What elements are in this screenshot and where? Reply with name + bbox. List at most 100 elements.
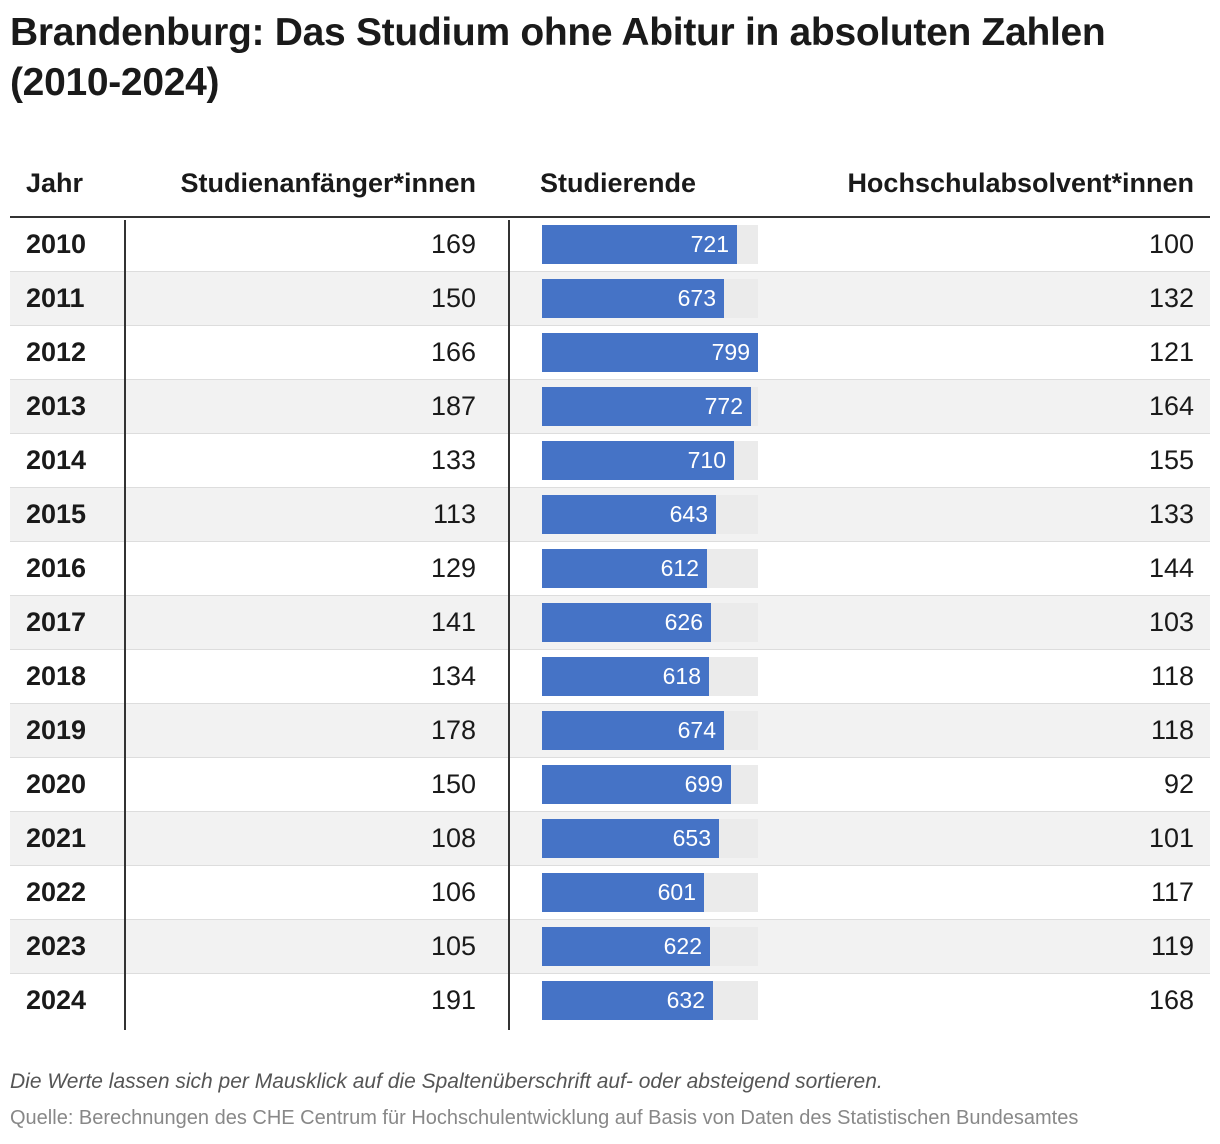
cell-absolventen: 92 xyxy=(1163,769,1194,799)
bar-value-label: 799 xyxy=(711,339,750,365)
cell-year: 2021 xyxy=(26,823,87,853)
table-row: 2019 178 674 118 xyxy=(10,704,1210,758)
cell-studienanfaenger: 166 xyxy=(430,337,476,367)
bar-track: 673 xyxy=(542,279,758,318)
cell-absolventen: 168 xyxy=(1148,985,1194,1015)
bar-value-label: 673 xyxy=(677,285,716,311)
cell-year: 2016 xyxy=(26,553,87,583)
cell-year: 2013 xyxy=(26,391,87,421)
bar-track: 626 xyxy=(542,603,758,642)
table-row: 2011 150 673 132 xyxy=(10,272,1210,326)
cell-year: 2014 xyxy=(26,445,87,475)
table-row: 2010 169 721 100 xyxy=(10,218,1210,272)
cell-year: 2017 xyxy=(26,607,87,637)
column-header-studienanfaenger[interactable]: Studienanfänger*innen xyxy=(180,168,476,198)
cell-studienanfaenger: 113 xyxy=(432,499,476,529)
bar-studierende xyxy=(542,711,724,750)
cell-studienanfaenger: 169 xyxy=(430,229,476,259)
divider-year-column xyxy=(124,220,126,1030)
bar-studierende xyxy=(542,333,758,372)
cell-studienanfaenger: 129 xyxy=(430,553,476,583)
cell-year: 2010 xyxy=(26,229,87,259)
bar-track: 699 xyxy=(542,765,758,804)
bar-track: 772 xyxy=(542,387,758,426)
column-header-year[interactable]: Jahr xyxy=(26,168,84,198)
table-row: 2012 166 799 121 xyxy=(10,326,1210,380)
table-row: 2016 129 612 144 xyxy=(10,542,1210,596)
bar-value-label: 601 xyxy=(657,879,696,905)
table-row: 2014 133 710 155 xyxy=(10,434,1210,488)
cell-absolventen: 164 xyxy=(1148,391,1194,421)
column-header-studierende[interactable]: Studierende xyxy=(540,168,697,198)
bar-track: 622 xyxy=(542,927,758,966)
bar-studierende xyxy=(542,603,711,642)
bar-track: 721 xyxy=(542,225,758,264)
bar-value-label: 643 xyxy=(669,501,708,527)
chart-title: Brandenburg: Das Studium ohne Abitur in … xyxy=(10,11,1106,104)
table-row: 2015 113 643 133 xyxy=(10,488,1210,542)
bar-value-label: 612 xyxy=(660,555,699,581)
cell-studienanfaenger: 134 xyxy=(430,661,476,691)
cell-studienanfaenger: 106 xyxy=(430,877,476,907)
data-table: Jahr Studienanfänger*innen Studierende H… xyxy=(10,150,1210,1030)
bar-value-label: 653 xyxy=(672,825,711,851)
table-row: 2024 191 632 168 xyxy=(10,974,1210,1028)
cell-year: 2023 xyxy=(26,931,87,961)
bar-track: 601 xyxy=(542,873,758,912)
bar-value-label: 674 xyxy=(677,717,716,743)
cell-absolventen: 101 xyxy=(1148,823,1194,853)
bar-studierende xyxy=(542,549,707,588)
bar-track: 632 xyxy=(542,981,758,1020)
cell-studienanfaenger: 150 xyxy=(430,769,476,799)
column-header-absolventen[interactable]: Hochschulabsolvent*innen xyxy=(847,168,1194,198)
cell-studienanfaenger: 105 xyxy=(430,931,476,961)
bar-studierende xyxy=(542,495,716,534)
bar-studierende xyxy=(542,981,713,1020)
cell-year: 2012 xyxy=(26,337,87,367)
cell-absolventen: 133 xyxy=(1148,499,1194,529)
cell-studienanfaenger: 187 xyxy=(430,391,476,421)
cell-absolventen: 118 xyxy=(1150,715,1194,745)
cell-absolventen: 121 xyxy=(1148,337,1194,367)
table-row: 2023 105 622 119 xyxy=(10,920,1210,974)
cell-studienanfaenger: 133 xyxy=(430,445,476,475)
bar-track: 799 xyxy=(542,333,758,372)
bar-value-label: 632 xyxy=(666,987,705,1013)
bar-studierende xyxy=(542,387,751,426)
cell-absolventen: 144 xyxy=(1148,553,1194,583)
table-row: 2018 134 618 118 xyxy=(10,650,1210,704)
bar-studierende xyxy=(542,819,719,858)
table-body: 2010 169 721 100 2011 150 673 132 2012 166 799 121 2… xyxy=(10,218,1210,1028)
bar-track: 710 xyxy=(542,441,758,480)
bar-track: 612 xyxy=(542,549,758,588)
bar-studierende xyxy=(542,441,734,480)
cell-studienanfaenger: 108 xyxy=(430,823,476,853)
bar-value-label: 622 xyxy=(663,933,702,959)
cell-absolventen: 132 xyxy=(1148,283,1194,313)
bar-value-label: 626 xyxy=(664,609,703,635)
bar-studierende xyxy=(542,873,704,912)
bar-value-label: 710 xyxy=(687,447,726,473)
bar-studierende xyxy=(542,225,737,264)
bar-track: 618 xyxy=(542,657,758,696)
cell-year: 2022 xyxy=(26,877,87,907)
table-row: 2022 106 601 117 xyxy=(10,866,1210,920)
cell-year: 2011 xyxy=(26,283,85,313)
cell-absolventen: 119 xyxy=(1150,931,1194,961)
cell-absolventen: 100 xyxy=(1148,229,1194,259)
divider-studierende-column xyxy=(508,220,510,1030)
bar-track: 674 xyxy=(542,711,758,750)
cell-absolventen: 103 xyxy=(1148,607,1194,637)
bar-track: 643 xyxy=(542,495,758,534)
cell-absolventen: 118 xyxy=(1150,661,1194,691)
table-row: 2017 141 626 103 xyxy=(10,596,1210,650)
cell-year: 2018 xyxy=(26,661,87,691)
cell-studienanfaenger: 191 xyxy=(430,985,476,1015)
bar-studierende xyxy=(542,279,724,318)
bar-value-label: 721 xyxy=(690,231,729,257)
cell-absolventen: 117 xyxy=(1150,877,1194,907)
sort-hint: Die Werte lassen sich per Mausklick auf … xyxy=(10,1070,883,1093)
bar-studierende xyxy=(542,657,709,696)
bar-studierende xyxy=(542,927,710,966)
cell-studienanfaenger: 141 xyxy=(430,607,476,637)
